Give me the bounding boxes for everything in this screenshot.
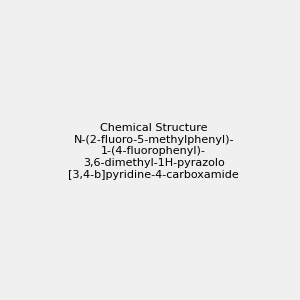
Text: Chemical Structure
N-(2-fluoro-5-methylphenyl)-
1-(4-fluorophenyl)-
3,6-dimethyl: Chemical Structure N-(2-fluoro-5-methylp… bbox=[68, 123, 239, 180]
